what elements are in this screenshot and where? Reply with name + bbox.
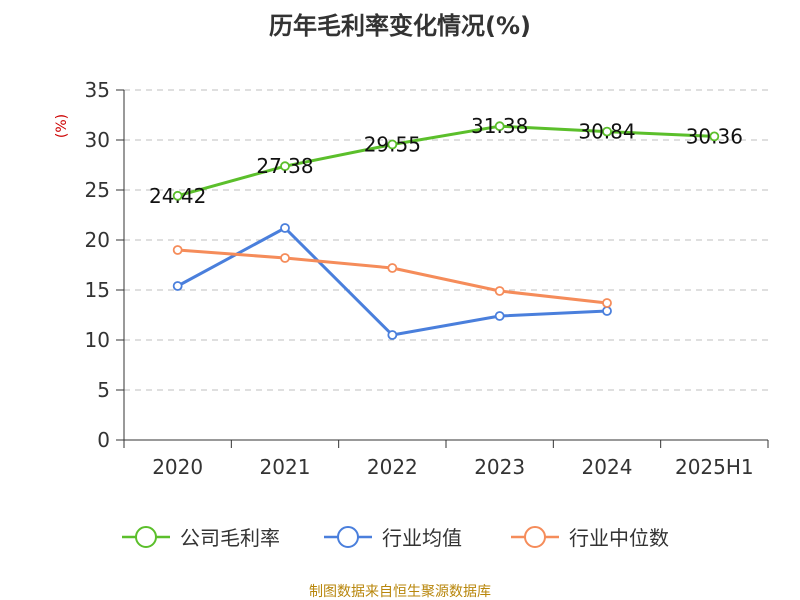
- data-point: [494, 311, 505, 321]
- y-tick-label: 30: [85, 128, 110, 152]
- x-tick-label: 2020: [152, 455, 203, 479]
- grid-lines: [124, 89, 768, 391]
- series-line-3: [177, 248, 608, 305]
- series-line-2: [176, 226, 608, 337]
- x-tick-label: 2021: [260, 455, 311, 479]
- x-tick-label: 2024: [582, 455, 633, 479]
- data-point: [280, 253, 290, 263]
- data-point: [172, 245, 183, 255]
- y-axis-ticks: 0 5 10 15 20 25 30 35: [85, 78, 124, 452]
- series-line-1: [177, 124, 715, 198]
- data-label: 24.42: [149, 184, 206, 208]
- axes: [123, 90, 768, 441]
- data-point: [602, 298, 612, 308]
- y-tick-label: 20: [85, 228, 110, 252]
- legend-marker: [135, 526, 157, 548]
- y-tick-label: 35: [85, 78, 110, 102]
- x-tick-label: 2023: [474, 455, 525, 479]
- data-point: [494, 286, 505, 296]
- x-tick-label: 2025H1: [675, 455, 754, 479]
- data-point: [494, 121, 505, 132]
- data-label: 29.55: [364, 133, 421, 157]
- data-point: [172, 190, 183, 201]
- data-label: 30.84: [578, 120, 635, 144]
- data-point: [387, 139, 398, 150]
- legend: 公司毛利率 行业均值 行业中位数: [122, 526, 669, 550]
- legend-label: 行业中位数: [569, 526, 669, 550]
- data-point: [172, 281, 183, 291]
- data-label: 27.38: [256, 154, 313, 178]
- series-group: [172, 121, 720, 340]
- x-axis-ticks: 2020 2021 2022 2023 2024 2025H1: [123, 440, 769, 479]
- chart-title: 历年毛利率变化情况(%): [269, 12, 531, 40]
- data-point: [280, 223, 290, 233]
- data-point: [387, 263, 398, 273]
- data-labels: 24.42 27.38 29.55 31.38 30.84 30.36: [149, 114, 743, 208]
- data-point: [709, 131, 720, 142]
- source-note: 制图数据来自恒生聚源数据库: [309, 584, 491, 600]
- x-tick-label: 2022: [367, 455, 418, 479]
- y-tick-label: 0: [97, 428, 110, 452]
- legend-marker: [337, 526, 359, 548]
- legend-label: 行业均值: [382, 526, 462, 550]
- y-tick-label: 10: [85, 328, 110, 352]
- y-tick-label: 25: [85, 178, 110, 202]
- data-label: 31.38: [471, 114, 528, 138]
- data-point: [280, 161, 290, 172]
- y-axis-label: (%): [54, 114, 70, 138]
- data-point: [602, 306, 612, 316]
- y-tick-label: 5: [97, 378, 110, 402]
- data-point: [387, 330, 398, 340]
- data-point: [602, 126, 612, 137]
- legend-label: 公司毛利率: [180, 526, 280, 550]
- data-label: 30.36: [686, 124, 743, 148]
- y-tick-label: 15: [85, 278, 110, 302]
- legend-marker: [524, 526, 546, 548]
